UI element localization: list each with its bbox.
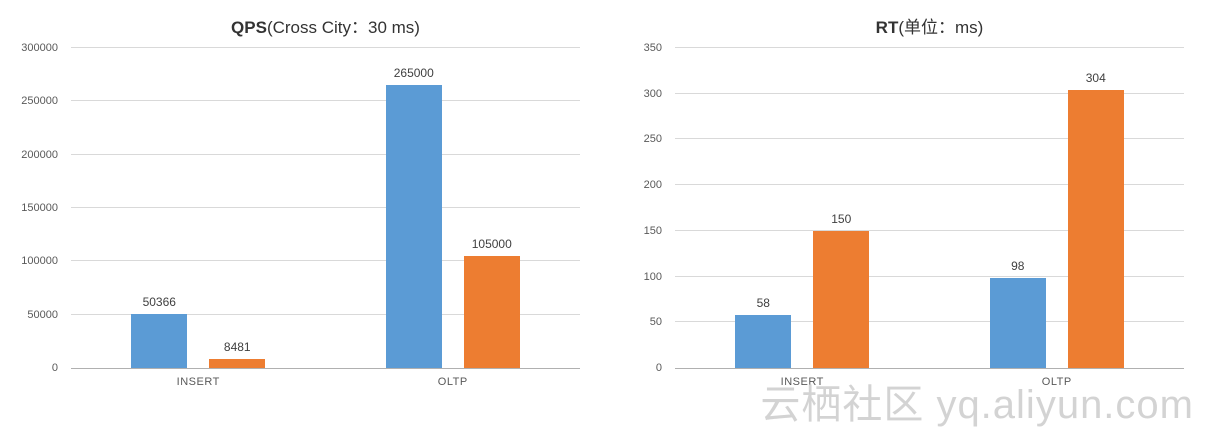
bar-value-label: 50366 <box>142 295 176 310</box>
y-tick-label: 250 <box>643 133 662 146</box>
qps-chart-title-bold: QPS <box>231 18 267 37</box>
qps-plot-area: 50366 8481 265000 105000 <box>71 47 580 369</box>
qps-gridlines <box>71 47 580 368</box>
bar-slot-blue-insert: 58 <box>735 48 792 368</box>
bar-value-label: 105000 <box>471 237 512 251</box>
y-tick-label: 300 <box>643 87 662 100</box>
rt-chart-title-bold: RT <box>875 18 899 37</box>
bar-value-label: 98 <box>1011 259 1025 274</box>
bar-blue-oltp <box>989 278 1046 368</box>
gridline <box>675 92 1184 94</box>
y-tick-label: 200 <box>643 179 662 192</box>
gridline <box>675 321 1184 323</box>
qps-chart: QPS(Cross City：30 ms) 0 50000 100000 150000… <box>16 16 580 388</box>
bar-value-label: 58 <box>756 295 770 310</box>
y-tick-label: 300000 <box>21 42 58 54</box>
x-tick-label-oltp: OLTP <box>437 376 468 388</box>
gridline <box>71 47 580 48</box>
gridline <box>675 138 1184 140</box>
bar-orange-insert <box>209 358 266 368</box>
bar-group-insert: 58 150 <box>735 48 870 368</box>
qps-chart-title: QPS(Cross City：30 ms) <box>71 16 580 40</box>
bar-slot-orange-oltp: 105000 <box>463 48 520 368</box>
y-tick-label: 250000 <box>21 95 58 108</box>
bar-orange-oltp <box>1067 90 1124 368</box>
bar-value-label: 8481 <box>223 339 251 354</box>
rt-chart: RT(单位：ms) 0 50 100 150 200 250 300 350 58 150 98 3… <box>604 0 1208 428</box>
rt-plot-area: 58 150 98 304 <box>675 47 1184 369</box>
qps-x-axis: INSERT OLTP <box>71 369 580 388</box>
y-tick-label: 50000 <box>27 308 58 321</box>
qps-chart-title-rest: (Cross City：30 ms) <box>266 18 420 37</box>
y-tick-label: 0 <box>51 362 58 374</box>
bar-slot-blue-insert: 50366 <box>131 48 188 368</box>
bar-slot-orange-insert: 8481 <box>209 48 266 368</box>
rt-x-axis: INSERT OLTP <box>675 369 1184 388</box>
y-tick-label: 350 <box>643 42 662 54</box>
bar-blue-oltp <box>385 85 442 368</box>
bar-group-insert: 50366 8481 <box>131 48 266 368</box>
bar-slot-blue-oltp: 98 <box>989 48 1046 368</box>
bar-group-oltp: 98 304 <box>989 48 1124 368</box>
qps-y-axis: 0 50000 100000 150000 200000 250000 300000 <box>16 42 64 374</box>
rt-chart-title-rest: (单位：ms) <box>898 18 984 37</box>
gridline <box>71 153 580 155</box>
y-tick-label: 150000 <box>21 202 58 214</box>
bar-slot-orange-oltp: 304 <box>1067 48 1124 368</box>
x-tick-label-oltp: OLTP <box>1041 376 1072 388</box>
y-tick-label: 0 <box>655 362 662 374</box>
y-tick-label: 100000 <box>21 255 58 268</box>
bar-blue-insert <box>735 314 792 368</box>
gridline <box>675 275 1184 277</box>
bar-slot-orange-insert: 150 <box>813 48 870 368</box>
y-tick-label: 200000 <box>21 148 58 161</box>
qps-bar-groups: 50366 8481 265000 105000 <box>71 48 580 368</box>
rt-bar-groups: 58 150 98 304 <box>675 48 1184 368</box>
gridline <box>675 47 1184 48</box>
gridline <box>71 260 580 262</box>
bar-blue-insert <box>131 314 188 368</box>
gridline <box>71 100 580 102</box>
bar-orange-insert <box>813 230 870 368</box>
bar-group-oltp: 265000 105000 <box>385 48 520 368</box>
bar-orange-oltp <box>463 256 520 368</box>
bar-value-label: 265000 <box>393 66 434 81</box>
y-tick-label: 50 <box>649 316 662 329</box>
gridline <box>675 229 1184 231</box>
y-tick-label: 150 <box>643 224 662 237</box>
bar-value-label: 304 <box>1085 71 1106 86</box>
y-tick-label: 100 <box>643 270 662 283</box>
qps-plot-row: 0 50000 100000 150000 200000 250000 300000 503… <box>16 42 580 374</box>
rt-plot-row: 0 50 100 150 200 250 300 350 58 150 98 304 <box>620 42 1184 374</box>
rt-chart-title: RT(单位：ms) <box>675 16 1184 40</box>
gridline <box>71 313 580 315</box>
x-tick-label-insert: INSERT <box>176 376 220 388</box>
bar-slot-blue-oltp: 265000 <box>385 48 442 368</box>
gridline <box>675 184 1184 186</box>
bar-value-label: 150 <box>831 211 852 226</box>
x-tick-label-insert: INSERT <box>780 376 824 388</box>
rt-gridlines <box>675 47 1184 368</box>
gridline <box>71 207 580 208</box>
rt-y-axis: 0 50 100 150 200 250 300 350 <box>620 42 668 374</box>
